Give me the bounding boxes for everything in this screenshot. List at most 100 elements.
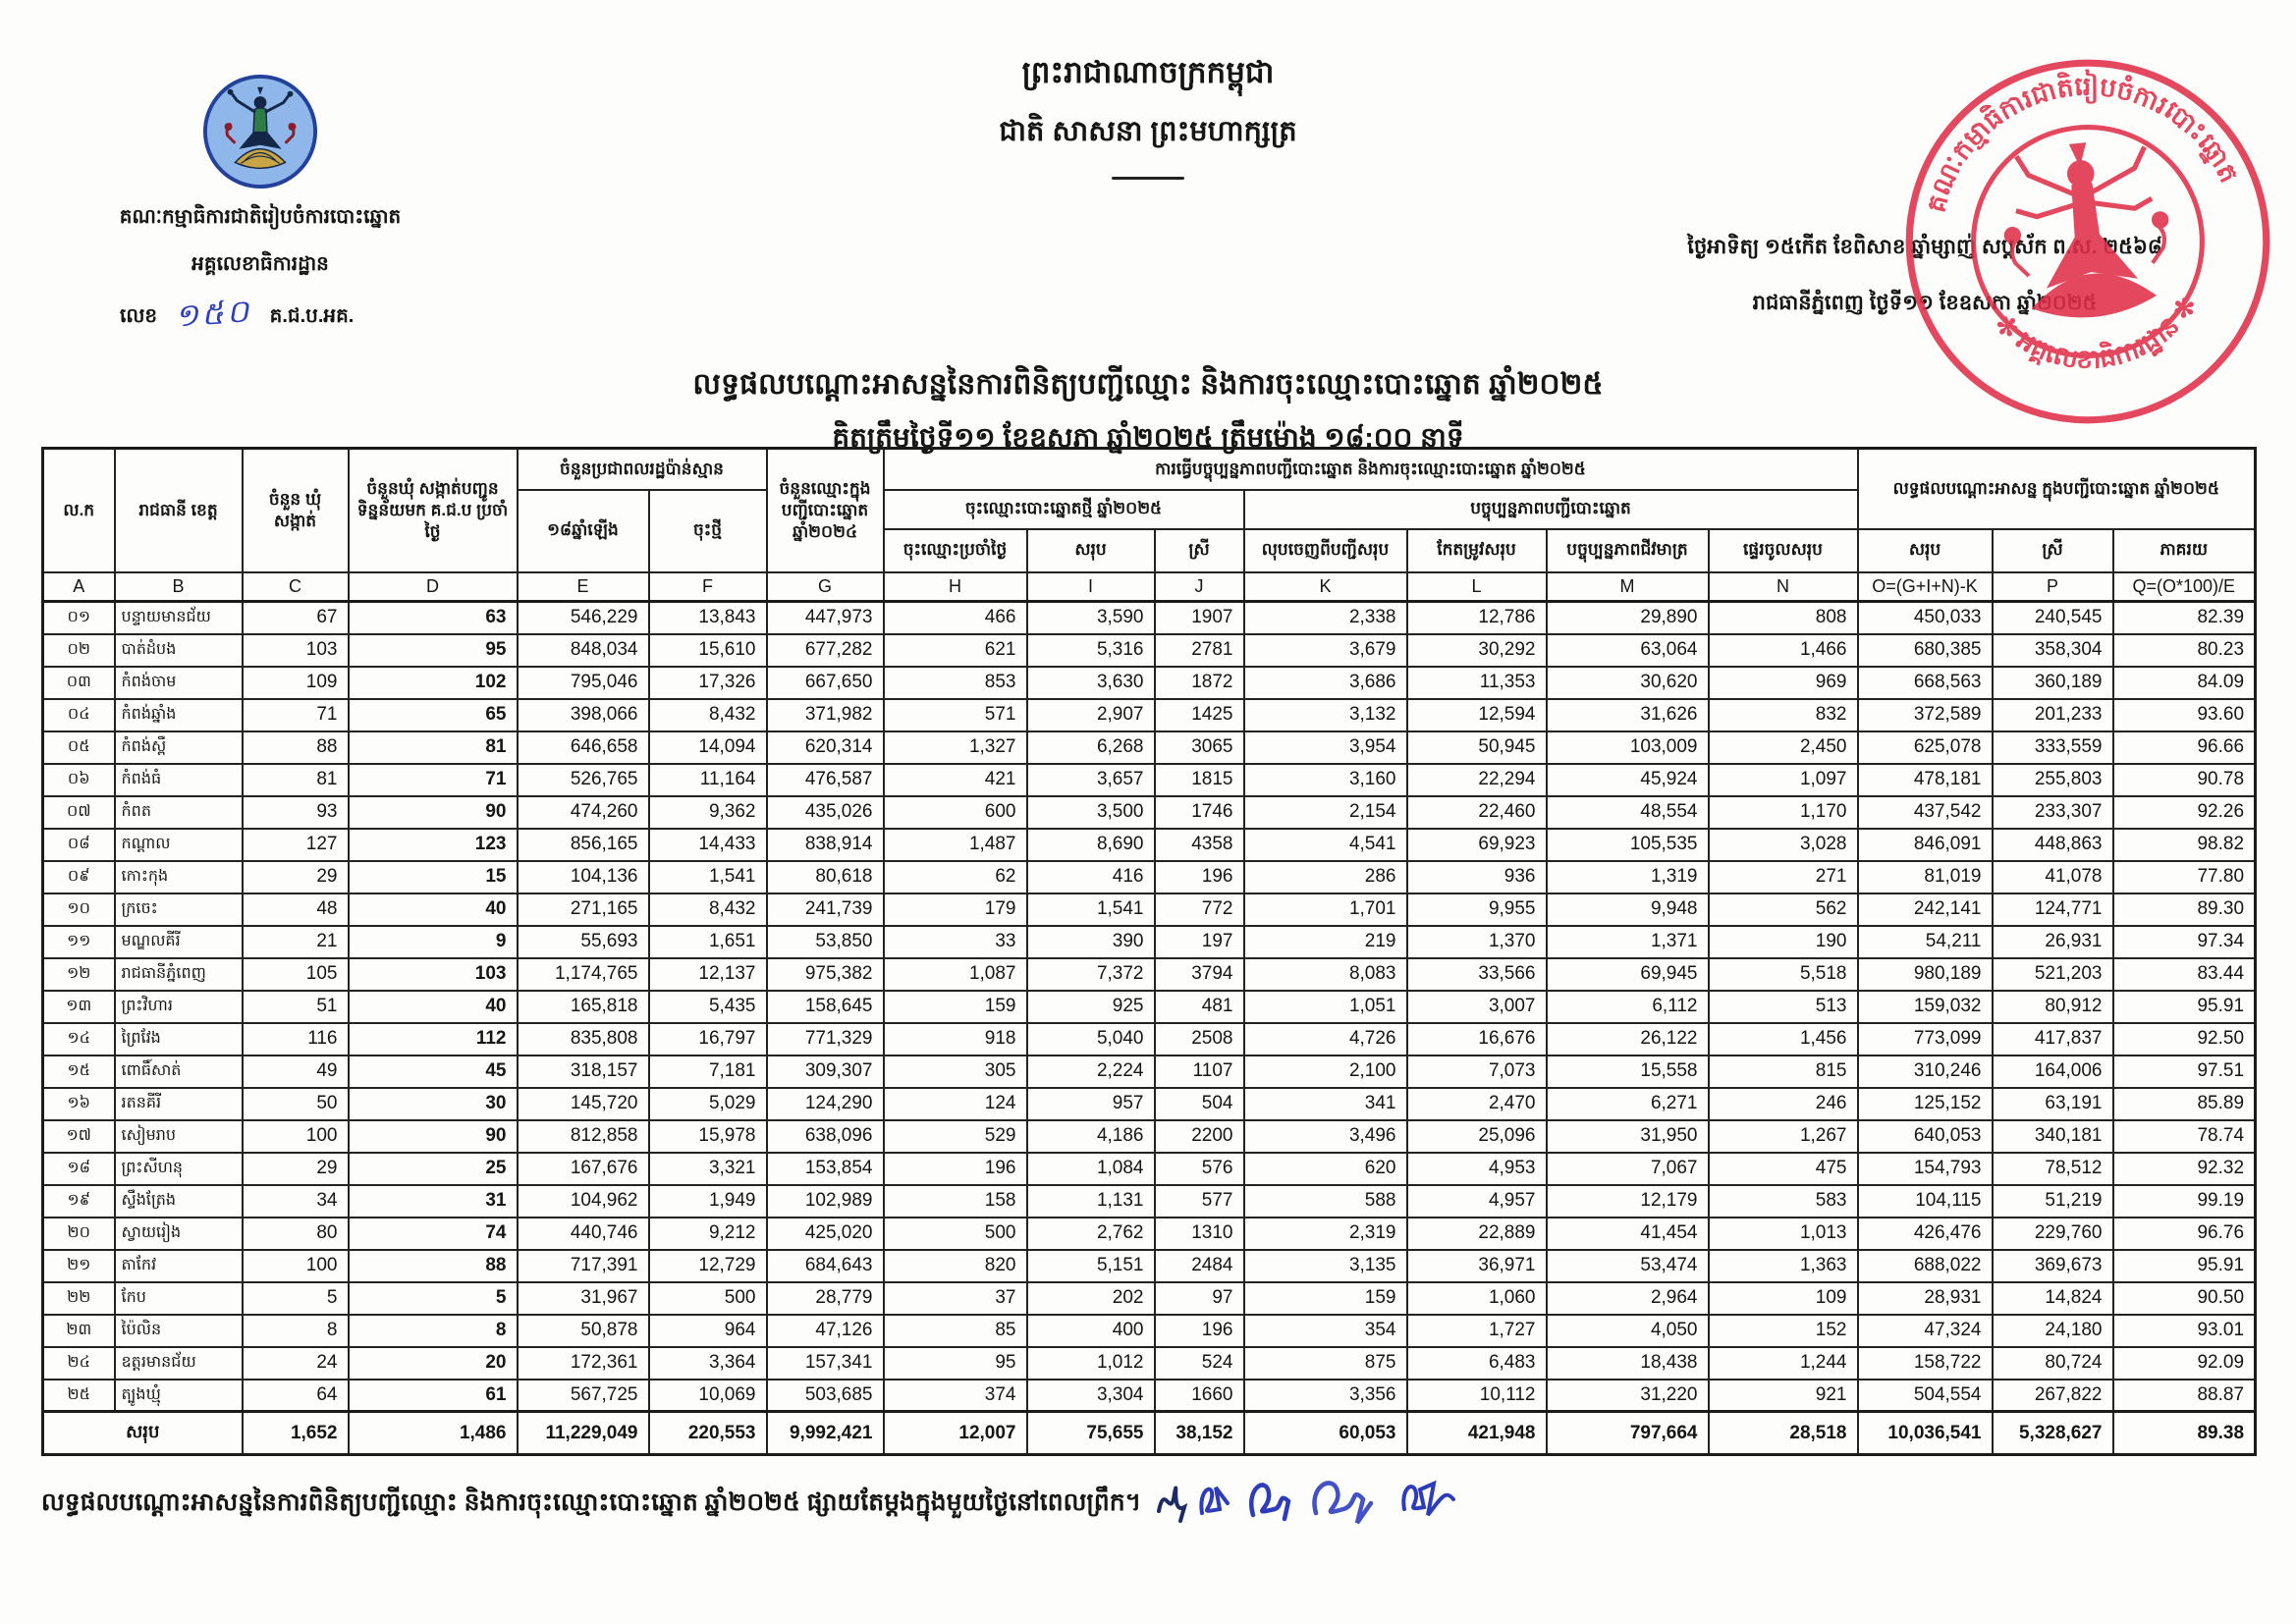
value-cell: 374 [882,1378,1028,1413]
value-cell: 50,878 [516,1313,650,1348]
value-cell: 3065 [1153,730,1245,765]
value-cell: 17,326 [647,665,768,700]
row-number: ០៨ [41,827,116,862]
province-row: ២៤ ឧត្តរមានជ័យ 24 20 172,361 3,364 157,341 95 1,… [41,1345,2257,1380]
value-cell: 24 [241,1345,350,1380]
value-cell: 152 [1707,1313,1859,1348]
value-cell: 1,651 [647,924,768,959]
value-cell: 717,391 [516,1248,650,1283]
value-cell: 583 [1707,1183,1859,1218]
value-cell: 28,779 [765,1280,885,1316]
results-table: ល.ក រាជធានី ខេត្ត ចំនួន ឃុំ សង្កាត់ ចំនួ… [41,447,2258,1456]
province-name: រតនគីរី [113,1086,244,1121]
value-cell: 167,676 [516,1151,650,1186]
value-cell: 1,371 [1545,924,1710,959]
value-cell: 22,294 [1405,762,1548,797]
row-number: ២០ [41,1216,116,1251]
value-cell: 190 [1707,924,1859,959]
value-cell: 164,006 [1991,1054,2114,1089]
value-cell: 640,053 [1856,1118,1994,1154]
value-cell: 63,064 [1545,632,1710,668]
value-cell: 81,019 [1856,859,1994,894]
value-cell: 14,824 [1991,1280,2114,1316]
value-cell: 92.26 [2111,794,2257,830]
value-cell: 81 [241,762,350,797]
value-cell: 47,324 [1856,1313,1994,1348]
value-cell: 80.23 [2111,632,2257,668]
row-number: ១៥ [41,1054,116,1089]
column-letter: I [1025,570,1156,603]
value-cell: 80 [241,1216,350,1251]
value-cell: 116 [241,1021,350,1056]
value-cell: 90 [347,1118,519,1154]
value-cell: 271 [1707,859,1859,894]
value-cell: 255,803 [1991,762,2114,797]
value-cell: 1,013 [1707,1216,1859,1251]
value-cell: 78.74 [2111,1118,2257,1154]
value-cell: 1,456 [1707,1021,1859,1056]
province-row: ១៥ ពោធិ៍សាត់ 49 45 318,157 7,181 309,307 305 2,2… [41,1054,2257,1089]
column-letter: G [765,570,885,603]
header-col-o: សរុប [1856,527,1994,573]
total-value: 220,553 [647,1410,768,1456]
value-cell: 71 [241,697,350,732]
value-cell: 2,224 [1025,1054,1156,1089]
value-cell: 33,566 [1405,956,1548,992]
value-cell: 815 [1707,1054,1859,1089]
total-row: សរុប 1,652 1,486 11,229,049 220,553 9,992,421… [41,1410,2257,1456]
value-cell: 2,470 [1405,1086,1548,1121]
province-row: ០៥ កំពង់ស្ពឺ 88 81 646,658 14,094 620,314 1,327… [41,730,2257,765]
value-cell: 50 [241,1086,350,1121]
value-cell: 98.82 [2111,827,2257,862]
province-row: ១៨ ព្រះសីហនុ 29 25 167,676 3,321 153,854 196 1,0… [41,1151,2257,1186]
province-row: ១៤ ព្រៃវែង 116 112 835,808 16,797 771,329 918 5,… [41,1021,2257,1056]
value-cell: 100 [241,1248,350,1283]
value-cell: 812,858 [516,1118,650,1154]
value-cell: 102 [347,665,519,700]
value-cell: 96.76 [2111,1216,2257,1251]
value-cell: 3,356 [1242,1378,1408,1413]
value-cell: 9,212 [647,1216,768,1251]
value-cell: 354 [1242,1313,1408,1348]
province-name: បាត់ដំបង [113,632,244,668]
value-cell: 1,370 [1405,924,1548,959]
value-cell: 529 [882,1118,1028,1154]
value-cell: 562 [1707,892,1859,927]
value-cell: 31,626 [1545,697,1710,732]
value-cell: 4358 [1153,827,1245,862]
value-cell: 2,154 [1242,794,1408,830]
total-value: 12,007 [882,1410,1028,1456]
province-name: សៀមរាប [113,1118,244,1154]
value-cell: 9,362 [647,794,768,830]
value-cell: 4,186 [1025,1118,1156,1154]
value-cell: 4,957 [1405,1183,1548,1218]
value-cell: 448,863 [1991,827,2114,862]
value-cell: 41,454 [1545,1216,1710,1251]
value-cell: 92.50 [2111,1021,2257,1056]
value-cell: 93.01 [2111,1313,2257,1348]
value-cell: 466 [882,600,1028,635]
province-name: មណ្ឌលគីរី [113,924,244,959]
value-cell: 83.44 [2111,956,2257,992]
value-cell: 92.32 [2111,1151,2257,1186]
value-cell: 12,594 [1405,697,1548,732]
value-cell: 286 [1242,859,1408,894]
ref-label: លេខ [120,304,158,327]
value-cell: 13,843 [647,600,768,635]
value-cell: 33 [882,924,1028,959]
value-cell: 921 [1707,1378,1859,1413]
value-cell: 82.39 [2111,600,2257,635]
value-cell: 124,290 [765,1086,885,1121]
value-cell: 31,950 [1545,1118,1710,1154]
value-cell: 97.34 [2111,924,2257,959]
province-row: ២១ តាកែវ 100 88 717,391 12,729 684,643 820 5,151… [41,1248,2257,1283]
value-cell: 127 [241,827,350,862]
kingdom-heading: ព្រះរាជាណាចក្រកម្ពុជា ជាតិ សាសនា ព្រះមហា… [0,54,2296,180]
value-cell: 51 [241,989,350,1024]
value-cell: 3,007 [1405,989,1548,1024]
value-cell: 10,112 [1405,1378,1548,1413]
value-cell: 157,341 [765,1345,885,1380]
value-cell: 61 [347,1378,519,1413]
value-cell: 474,260 [516,794,650,830]
row-number: ០៧ [41,794,116,830]
